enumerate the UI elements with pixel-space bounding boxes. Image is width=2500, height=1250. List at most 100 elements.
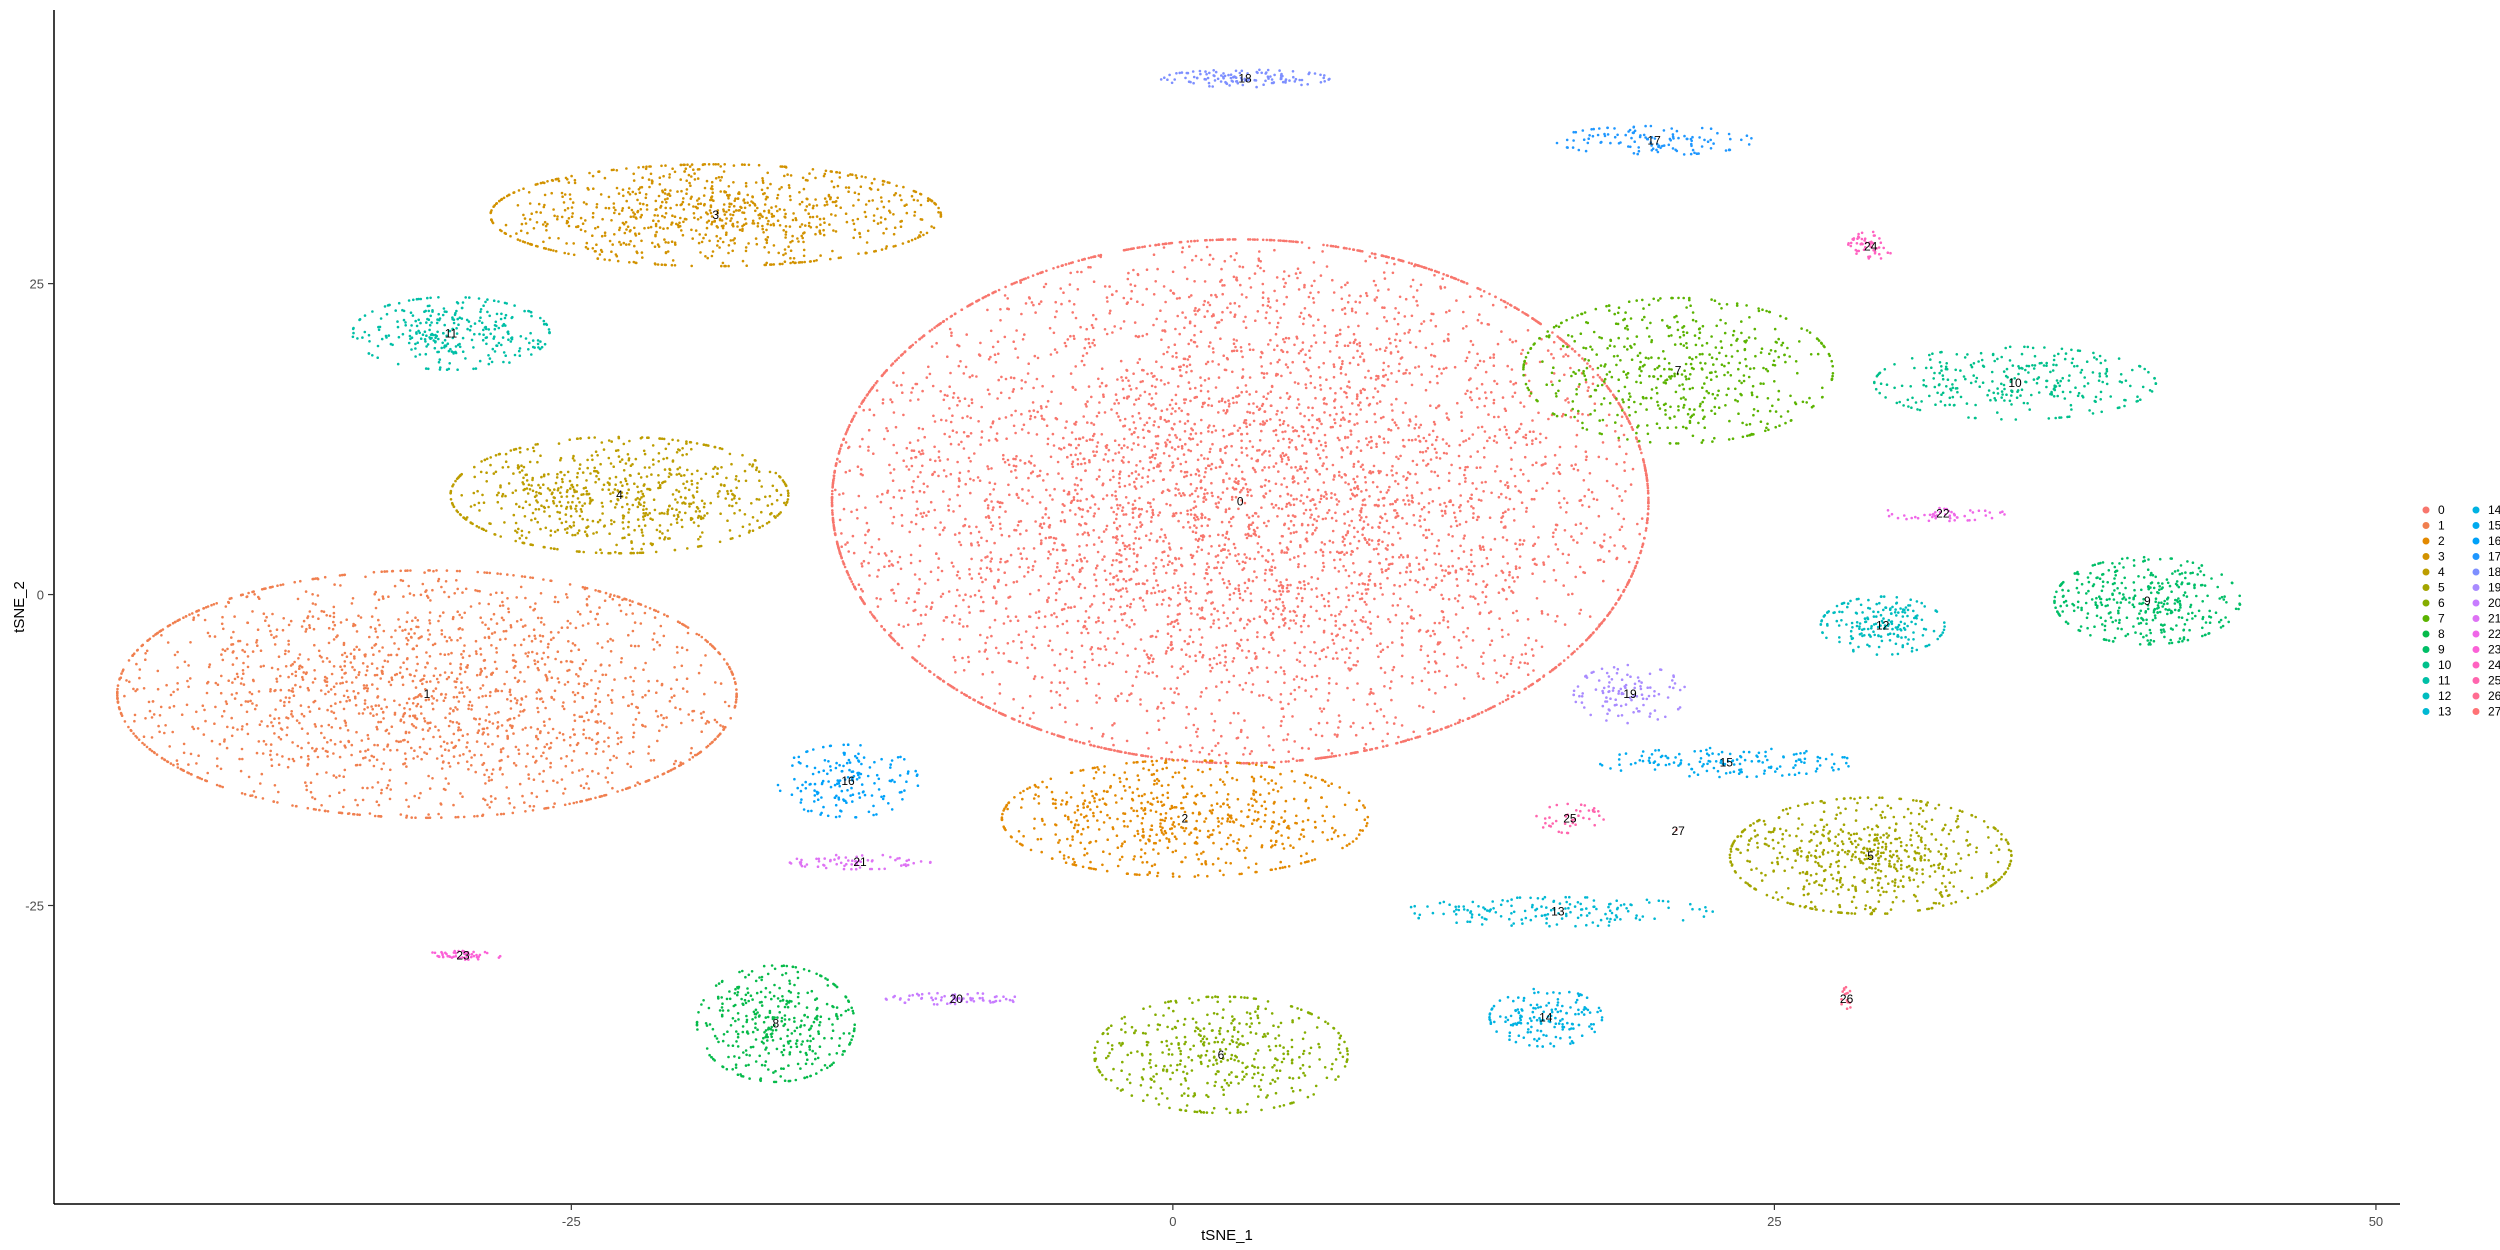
point — [1248, 277, 1251, 280]
point — [1538, 360, 1542, 364]
point — [1186, 509, 1189, 513]
point — [1211, 442, 1214, 446]
point — [1115, 559, 1118, 562]
point — [1273, 248, 1276, 252]
point — [881, 401, 885, 405]
point — [1040, 676, 1044, 679]
point — [1357, 324, 1360, 328]
point — [1442, 618, 1445, 622]
point — [1338, 612, 1341, 616]
point — [1447, 565, 1450, 568]
point — [1286, 456, 1290, 459]
point — [1285, 406, 1288, 410]
point — [947, 504, 950, 508]
point — [1115, 513, 1118, 516]
point — [1487, 323, 1491, 326]
point — [1353, 571, 1356, 574]
point — [1203, 475, 1206, 479]
point — [1069, 271, 1072, 275]
point — [1102, 530, 1106, 533]
point — [1369, 691, 1373, 694]
point — [1277, 507, 1281, 510]
point — [1069, 606, 1073, 609]
point — [1208, 253, 1212, 257]
point — [1359, 449, 1363, 453]
point — [1259, 422, 1262, 426]
point — [1482, 651, 1485, 655]
point — [1115, 289, 1118, 293]
point — [1550, 380, 1553, 384]
point — [1282, 669, 1286, 673]
point — [1369, 435, 1373, 439]
point — [1293, 610, 1297, 614]
point — [1279, 239, 1282, 242]
point — [1206, 524, 1209, 527]
point — [998, 417, 1001, 421]
point — [1556, 614, 1559, 618]
point — [1506, 562, 1509, 565]
point — [1287, 750, 1290, 753]
point — [1500, 520, 1503, 524]
point — [1357, 403, 1360, 407]
point — [1316, 488, 1320, 492]
point — [1554, 523, 1558, 527]
point — [1303, 664, 1306, 667]
point — [1357, 539, 1361, 543]
point — [1015, 476, 1018, 480]
point — [1167, 419, 1170, 423]
point — [1429, 404, 1432, 408]
point — [1176, 385, 1180, 388]
point — [1579, 608, 1583, 612]
point — [1200, 418, 1203, 422]
point — [1216, 741, 1220, 745]
point — [1587, 488, 1590, 492]
point — [1161, 329, 1164, 332]
point — [1066, 455, 1069, 459]
point — [1346, 686, 1349, 690]
point — [1445, 674, 1449, 678]
point — [1050, 390, 1053, 394]
point — [1229, 524, 1233, 528]
point — [1240, 446, 1243, 450]
point — [1145, 332, 1149, 336]
point — [1176, 676, 1179, 679]
point — [1254, 533, 1258, 537]
point — [1382, 361, 1386, 365]
point — [1463, 473, 1466, 477]
point — [1365, 396, 1369, 400]
point — [1353, 423, 1356, 426]
point — [1577, 385, 1580, 389]
point — [1134, 647, 1137, 651]
point — [1619, 405, 1623, 409]
point — [1511, 611, 1515, 615]
point — [1255, 655, 1258, 658]
point — [1137, 537, 1141, 541]
point — [1144, 564, 1147, 568]
point — [1124, 587, 1128, 590]
point — [992, 506, 995, 509]
point — [1287, 760, 1290, 763]
point — [1196, 443, 1199, 447]
point — [1041, 384, 1044, 388]
point — [1268, 489, 1272, 493]
point — [1244, 561, 1247, 564]
point — [1220, 238, 1224, 241]
point — [1074, 388, 1077, 392]
point — [1101, 735, 1104, 738]
point — [999, 560, 1002, 564]
point — [1229, 621, 1232, 625]
point — [964, 517, 967, 521]
point — [1631, 572, 1634, 575]
point — [1314, 396, 1317, 400]
point — [1135, 526, 1139, 529]
point — [1004, 560, 1007, 564]
point — [1472, 512, 1475, 515]
point — [1535, 597, 1539, 600]
point — [1256, 449, 1259, 452]
point — [1334, 754, 1338, 758]
point — [1437, 552, 1441, 556]
point — [923, 435, 926, 439]
point — [1221, 578, 1225, 581]
point — [1017, 633, 1021, 637]
point — [1068, 299, 1071, 303]
